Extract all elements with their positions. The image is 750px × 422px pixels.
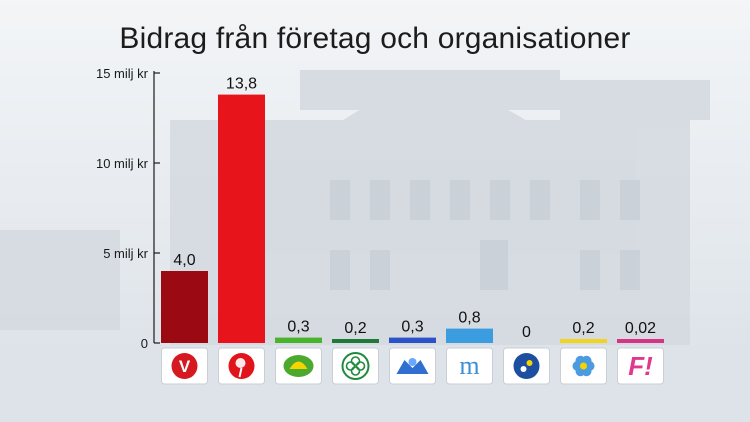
sunflower-logo-icon <box>275 347 322 385</box>
blue-flower-logo-icon <box>389 347 436 385</box>
data-label: 0,3 <box>401 319 423 336</box>
m-logo-icon: m <box>446 347 493 385</box>
svg-text:m: m <box>459 351 479 380</box>
bar-s <box>218 94 265 343</box>
data-label: 0,02 <box>625 320 656 337</box>
data-label: 0,8 <box>458 310 480 327</box>
bars <box>161 94 664 343</box>
data-label: 4,0 <box>173 252 195 269</box>
rose-logo-icon <box>218 347 265 385</box>
blue-anemone-logo-icon <box>560 347 607 385</box>
bar-fp <box>389 337 436 343</box>
dove-flower-logo-icon <box>503 347 550 385</box>
svg-text:V: V <box>179 357 191 376</box>
bar-v <box>161 271 208 343</box>
bar-m <box>446 328 493 343</box>
y-tick-label: 15 milj kr <box>96 66 149 81</box>
chart-title: Bidrag från företag och organisationer <box>119 22 631 55</box>
data-label: 0,2 <box>344 320 366 337</box>
bar-mp <box>275 337 322 343</box>
clover-logo-icon <box>332 347 379 385</box>
data-label: 0,3 <box>287 319 309 336</box>
data-label: 0 <box>522 324 531 341</box>
y-tick-label: 0 <box>141 336 148 351</box>
y-axis: 0 5 milj kr 10 milj kr 15 milj kr <box>96 66 160 351</box>
bar-sd <box>560 339 607 343</box>
svg-text:F!: F! <box>628 351 653 381</box>
y-tick-label: 5 milj kr <box>103 246 148 261</box>
v-party-logo-icon: V <box>161 347 208 385</box>
data-label: 0,2 <box>572 320 594 337</box>
f-logo-icon: F! <box>617 347 664 385</box>
bar-c <box>332 339 379 343</box>
bar-f <box>617 339 664 343</box>
data-label: 13,8 <box>226 76 257 93</box>
y-tick-label: 10 milj kr <box>96 156 149 171</box>
data-labels: 4,0 13,8 0,3 0,2 0,3 0,8 0 0,2 0,02 <box>173 76 656 341</box>
